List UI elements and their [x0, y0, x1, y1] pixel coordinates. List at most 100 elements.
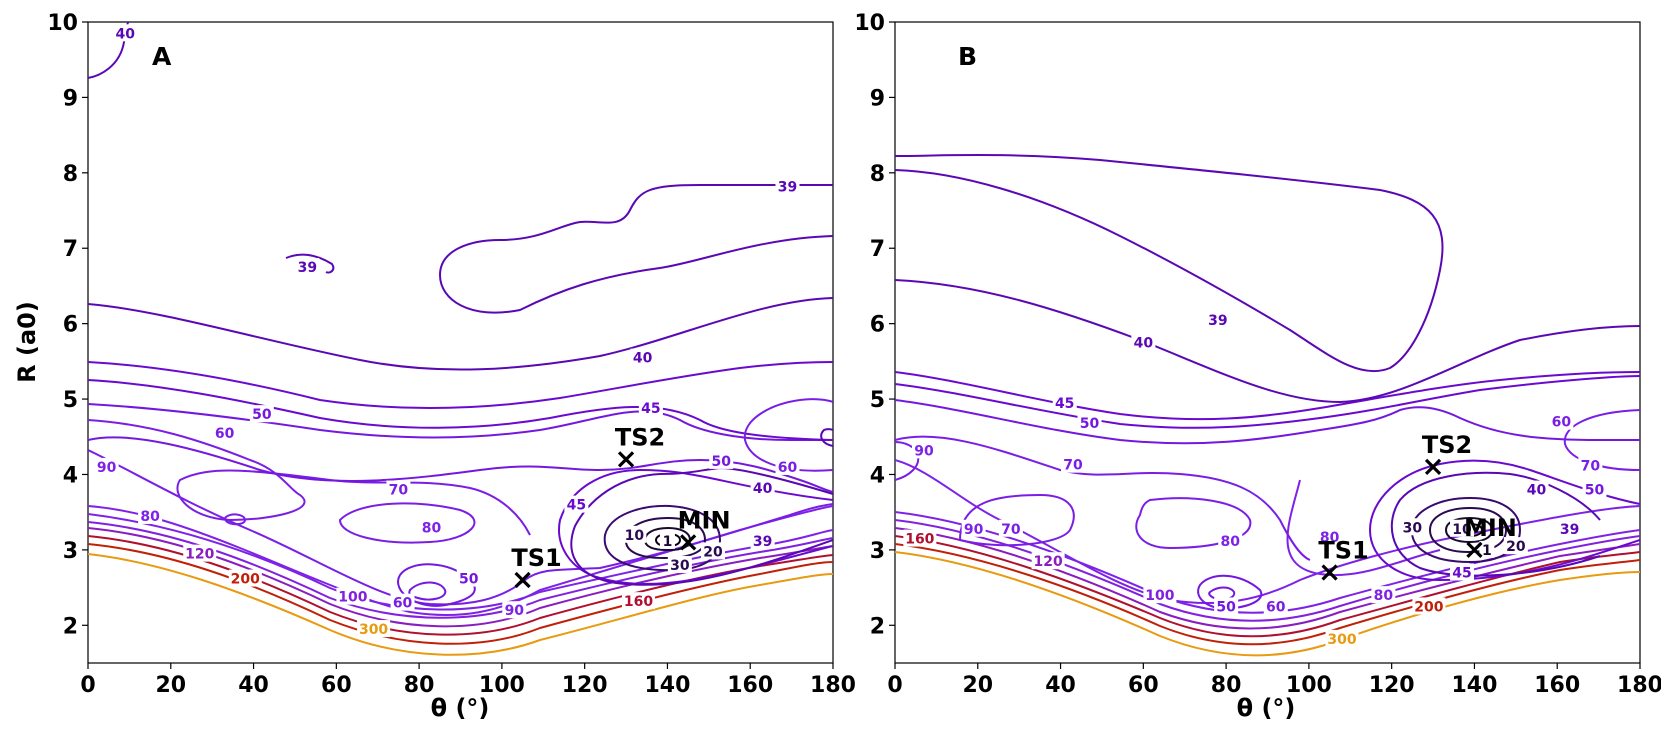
contour-label-bg	[212, 423, 237, 441]
contour-label: 70	[1581, 458, 1601, 474]
contour-label-bg	[419, 518, 444, 536]
x-axis-label-a: θ (°)	[431, 694, 490, 722]
contour-label: 300	[359, 622, 388, 638]
contour-label: 40	[753, 481, 773, 497]
contour-label: 80	[140, 509, 160, 525]
point-marker-min	[1466, 541, 1483, 559]
contour-label: 300	[1327, 632, 1356, 648]
y-tick-label: 4	[63, 463, 78, 488]
x-tick-label: 80	[404, 673, 435, 698]
contour-label: 160	[624, 594, 653, 610]
contour-label: 60	[1552, 415, 1572, 431]
contour-label: 45	[641, 401, 660, 417]
contour-label-bg	[1052, 393, 1077, 411]
contour-label: 80	[422, 520, 442, 536]
y-tick-label: 3	[63, 539, 78, 564]
y-ticks-a: 2 3 4 5 6 7 8 9 10	[47, 11, 88, 639]
contour-label: 40	[116, 26, 136, 42]
contour-label-bg	[903, 529, 937, 547]
contour-label-bg	[1060, 455, 1085, 473]
contour-label-bg	[775, 177, 800, 195]
contour-label: 90	[97, 460, 117, 476]
contour-label: 50	[1216, 599, 1236, 615]
contour-label-bg	[390, 593, 415, 611]
contour-label-bg	[1143, 586, 1177, 604]
x-tick-label: 120	[1369, 673, 1415, 698]
contour-label: 200	[1414, 599, 1443, 615]
contour-label: 1	[1482, 543, 1492, 559]
contour-label: 40	[1527, 483, 1547, 499]
x-tick-label: 120	[562, 673, 608, 698]
contour-label: 50	[252, 407, 272, 423]
contour-label: 30	[1403, 520, 1423, 536]
contour-label: 50	[1585, 483, 1605, 499]
contour-label: 39	[298, 260, 317, 276]
y-tick-label: 6	[870, 313, 885, 338]
contour-label: 39	[1208, 313, 1227, 329]
contour-label: 80	[1374, 588, 1394, 604]
contour-label: 10	[1452, 522, 1472, 538]
points-a: TS1 TS2 MIN	[511, 423, 731, 589]
panel-label-b: B	[958, 42, 977, 71]
contour-label-bg	[357, 620, 391, 638]
point-label-ts2: TS2	[615, 423, 665, 451]
contour-label-bg	[667, 555, 692, 573]
contour-label: 45	[1055, 396, 1074, 412]
contour-label-bg	[1549, 412, 1574, 430]
contour-label-bg	[1131, 333, 1156, 351]
x-tick-label: 0	[80, 673, 95, 698]
x-tick-label: 0	[887, 673, 902, 698]
contour-label-bg	[961, 519, 986, 537]
contour-label: 80	[1320, 530, 1340, 546]
y-tick-label: 5	[870, 388, 885, 413]
contour-label: 200	[231, 572, 260, 588]
contour-label: 10	[625, 528, 645, 544]
x-tick-label: 160	[1534, 673, 1580, 698]
contour-label-bg	[94, 457, 119, 475]
panel-label-a: A	[152, 42, 172, 71]
contour-label-bg	[1317, 528, 1342, 546]
contour-label: 45	[1452, 566, 1471, 582]
x-tick-label: 180	[1617, 673, 1661, 698]
contour-label: 30	[670, 558, 690, 574]
contour-label-bg	[998, 519, 1023, 537]
contour-label: 90	[964, 522, 984, 538]
x-ticks-a: 0 20 40 60 80 100 120 140 160 180	[80, 663, 856, 698]
contour-label-bg	[1503, 537, 1528, 555]
x-tick-label: 60	[321, 673, 352, 698]
contour-label: 50	[712, 454, 732, 470]
contour-label-bg	[775, 457, 800, 475]
contour-label: 90	[914, 443, 934, 459]
x-axis-label-b: θ (°)	[1237, 694, 1296, 722]
contour-label-bg	[1218, 531, 1243, 549]
contour-label-bg	[1578, 456, 1603, 474]
contour-label-bg	[502, 601, 527, 619]
y-tick-label: 10	[854, 11, 885, 36]
contour-label-bg	[622, 525, 647, 543]
contour-label-bg	[1205, 310, 1230, 328]
contour-label-bg	[249, 405, 274, 423]
y-tick-label: 5	[63, 388, 78, 413]
contour-label: 120	[1034, 554, 1063, 570]
contour-label: 70	[1001, 522, 1021, 538]
contour-label-bg	[1450, 519, 1475, 537]
contour-label: 60	[778, 460, 798, 476]
contour-label: 45	[567, 498, 586, 514]
contour-label-bg	[1371, 586, 1396, 604]
contour-label-bg	[1325, 629, 1359, 647]
contour-label-bg	[295, 258, 320, 276]
x-tick-label: 140	[644, 673, 690, 698]
point-label-min: MIN	[1464, 514, 1517, 542]
contour-label: 60	[1266, 599, 1286, 615]
contour-label: 20	[703, 544, 723, 560]
contour-label-bg	[1479, 540, 1495, 558]
contour-label-bg	[456, 569, 481, 587]
contour-label: 50	[459, 572, 479, 588]
contour-label-bg	[228, 569, 262, 587]
contour-label-bg	[621, 592, 655, 610]
plot-frame-b	[894, 21, 1641, 664]
contour-label: 70	[389, 483, 409, 499]
contour-label-bg	[336, 587, 370, 605]
